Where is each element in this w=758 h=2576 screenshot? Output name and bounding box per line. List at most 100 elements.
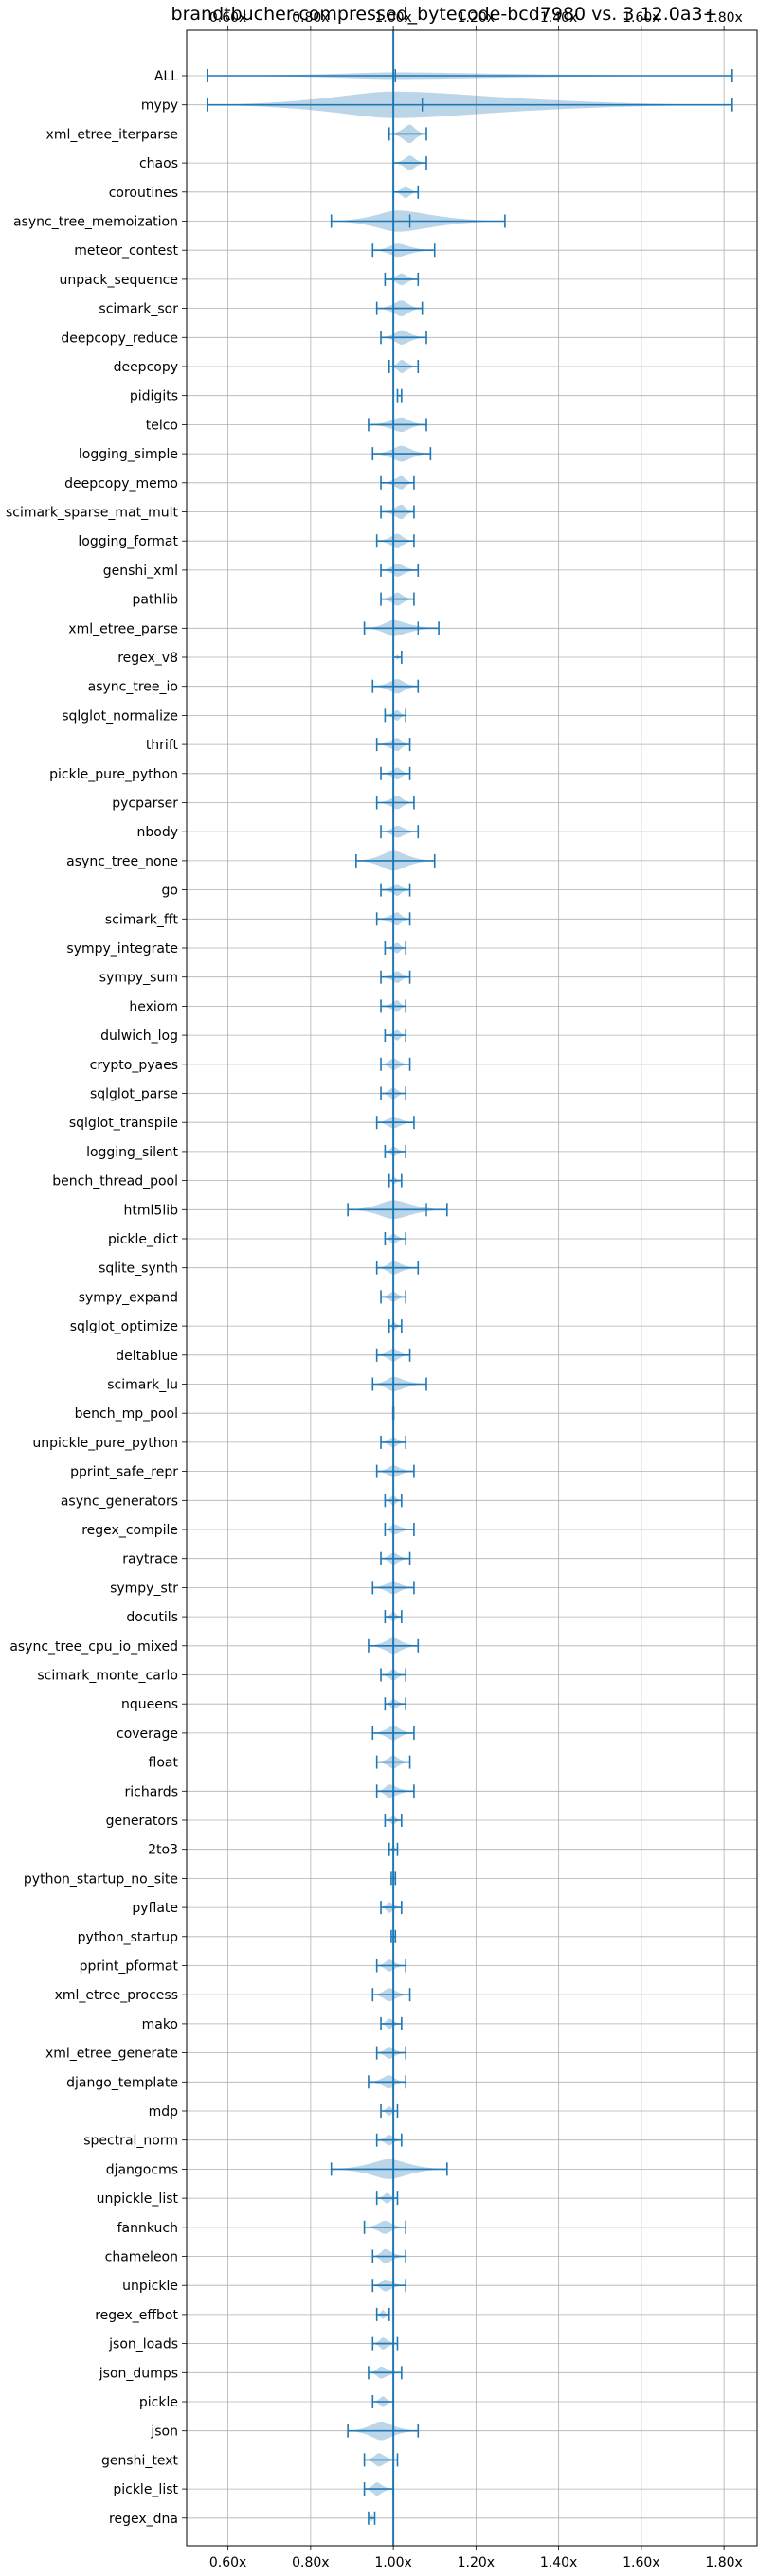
- violin-xml_etree_process: [371, 1988, 411, 2002]
- violin-pickle: [371, 2395, 394, 2408]
- y-tick-label: pickle: [139, 2395, 178, 2410]
- y-tick-label: richards: [125, 1784, 179, 1799]
- violin-deepcopy_memo: [380, 475, 415, 490]
- violin-unpickle: [371, 2279, 407, 2293]
- violin-spectral_norm: [375, 2133, 403, 2147]
- violin-scimark_sor: [375, 300, 424, 316]
- y-tick-label: xml_etree_parse: [68, 621, 178, 636]
- y-tick-label: xml_etree_process: [55, 1988, 178, 2003]
- violin-genshi_xml: [380, 563, 420, 577]
- y-tick-label: json: [150, 2424, 178, 2440]
- violin-mako: [380, 2016, 403, 2030]
- x-tick-label-bottom: 0.60x: [209, 2555, 246, 2570]
- y-tick-label: async_tree_none: [66, 854, 178, 869]
- y-tick-label: regex_dna: [109, 2512, 178, 2527]
- y-tick-label: deltablue: [116, 1349, 178, 1364]
- violin-xml_etree_parse: [363, 619, 440, 636]
- y-tick-label: logging_format: [78, 534, 178, 549]
- y-tick-label: json_dumps: [99, 2366, 178, 2381]
- x-tick-label-top: 1.00x: [374, 10, 411, 26]
- violin-regex_compile: [384, 1523, 415, 1536]
- violin-pprint_pformat: [375, 1959, 407, 1973]
- violin-html5lib: [347, 1200, 448, 1220]
- y-tick-label: thrift: [146, 738, 179, 753]
- violin-logging_simple: [371, 445, 432, 462]
- violin-pickle_dict: [384, 1232, 407, 1245]
- violin-pyflate: [380, 1901, 403, 1915]
- violin-raytrace: [380, 1551, 411, 1565]
- y-tick-label: genshi_text: [101, 2453, 179, 2468]
- y-tick-label: json_loads: [108, 2337, 178, 2352]
- y-tick-label: scimark_lu: [107, 1378, 178, 1393]
- violin-scimark_lu: [371, 1376, 427, 1392]
- y-tick-label: logging_silent: [86, 1145, 178, 1160]
- violin-django_template: [368, 2075, 407, 2089]
- violin-richards: [375, 1784, 415, 1798]
- x-tick-label-top: 1.60x: [623, 10, 659, 26]
- y-tick-label: ALL: [154, 69, 178, 84]
- violin-xml_etree_iterparse: [388, 124, 427, 144]
- violin-bench_thread_pool: [388, 1173, 403, 1188]
- y-tick-label: xml_etree_generate: [45, 2047, 178, 2062]
- y-tick-label: sympy_integrate: [66, 941, 178, 957]
- x-tick-label-bottom: 1.40x: [540, 2555, 577, 2570]
- violin-json: [347, 2421, 420, 2441]
- y-tick-label: scimark_monte_carlo: [37, 1669, 178, 1684]
- y-tick-label: coverage: [117, 1726, 178, 1742]
- y-tick-label: xml_etree_iterparse: [46, 127, 178, 142]
- y-tick-label: sympy_str: [110, 1581, 178, 1596]
- violin-pickle_pure_python: [380, 766, 411, 780]
- y-tick-label: deepcopy: [114, 360, 178, 375]
- violin-go: [380, 883, 411, 897]
- violin-regex_v8: [392, 651, 403, 664]
- chart-title: brandtbucher-compressed_bytecode-bcd7980…: [171, 4, 718, 25]
- y-tick-label: hexiom: [129, 999, 178, 1014]
- y-tick-label: genshi_xml: [103, 564, 178, 579]
- violin-pprint_safe_repr: [375, 1464, 415, 1478]
- y-tick-label: telco: [146, 418, 178, 433]
- y-tick-label: sqlite_synth: [99, 1261, 178, 1277]
- x-tick-label-top: 0.60x: [209, 10, 246, 26]
- y-tick-label: unpack_sequence: [60, 273, 178, 288]
- y-tick-label: bench_mp_pool: [75, 1406, 178, 1422]
- x-tick-label-top: 1.20x: [458, 10, 495, 26]
- y-tick-label: unpickle: [122, 2279, 178, 2294]
- x-tick-label-bottom: 1.80x: [705, 2555, 742, 2570]
- y-tick-label: mypy: [141, 98, 178, 114]
- y-tick-label: regex_v8: [117, 651, 178, 666]
- y-tick-label: regex_effbot: [95, 2308, 178, 2323]
- y-tick-label: sqlglot_transpile: [69, 1116, 178, 1131]
- y-tick-label: async_generators: [61, 1494, 178, 1509]
- y-tick-label: sqlglot_normalize: [62, 708, 178, 724]
- violin-fannkuch: [363, 2220, 407, 2234]
- x-tick-label-bottom: 1.60x: [623, 2555, 659, 2570]
- y-tick-label: python_startup: [78, 1930, 178, 1945]
- x-tick-label-bottom: 1.20x: [458, 2555, 495, 2570]
- violin-telco: [368, 417, 427, 433]
- y-tick-label: sqlglot_optimize: [70, 1319, 178, 1334]
- violin-unpack_sequence: [384, 272, 420, 286]
- y-tick-label: djangocms: [106, 2162, 178, 2177]
- violin-json_dumps: [368, 2366, 403, 2380]
- violin-sympy_integrate: [384, 941, 407, 955]
- y-tick-label: chameleon: [105, 2250, 178, 2265]
- y-tick-label: fannkuch: [117, 2221, 178, 2236]
- violin-deepcopy_reduce: [380, 330, 427, 345]
- y-tick-label: pycparser: [112, 796, 178, 812]
- violin-pathlib: [380, 592, 415, 606]
- y-tick-label: sqlglot_parse: [90, 1087, 178, 1102]
- violin-meteor_contest: [371, 243, 436, 258]
- violin-pidigits: [396, 388, 403, 402]
- y-tick-label: generators: [106, 1814, 178, 1829]
- y-tick-label: deepcopy_memo: [64, 476, 178, 492]
- y-tick-label: scimark_sparse_mat_mult: [6, 506, 178, 521]
- y-tick-label: pickle_list: [113, 2482, 178, 2497]
- y-tick-label: dulwich_log: [100, 1029, 178, 1044]
- x-tick-label-top: 1.40x: [540, 10, 577, 26]
- y-tick-label: float: [149, 1756, 179, 1771]
- violin-regex_effbot: [375, 2307, 390, 2321]
- y-tick-label: python_startup_no_site: [24, 1871, 178, 1887]
- x-tick-label-top: 1.80x: [705, 10, 742, 26]
- violin-async_tree_memoization: [330, 210, 506, 232]
